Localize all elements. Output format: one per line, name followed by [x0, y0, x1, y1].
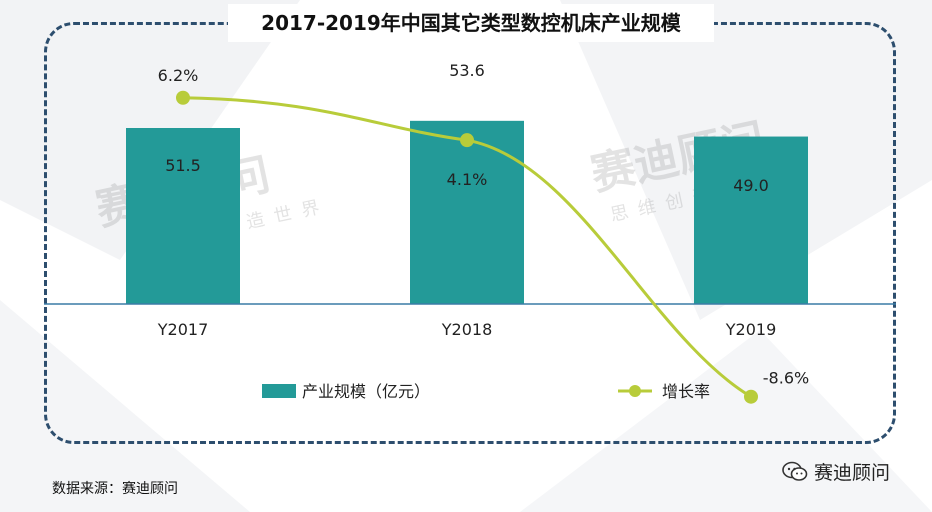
legend: 产业规模（亿元） 增长率 [262, 382, 710, 401]
source-note: 数据来源：赛迪顾问 [52, 481, 178, 497]
growth-point-y2018 [460, 133, 474, 148]
chart-title: 2017-2019年中国其它类型数控机床产业规模 [228, 4, 714, 42]
x-tick-y2017: Y2017 [157, 320, 209, 339]
bar-y2019 [694, 136, 808, 304]
growth-label-y2019: -8.6% [763, 369, 809, 388]
legend-swatch-bar [262, 384, 296, 398]
bar-y2017 [126, 128, 240, 304]
growth-label-y2017: 6.2% [158, 66, 199, 85]
wechat-label: 赛迪顾问 [814, 462, 891, 484]
x-tick-y2019: Y2019 [725, 320, 777, 339]
x-tick-y2018: Y2018 [441, 320, 493, 339]
growth-point-y2019 [744, 389, 758, 404]
bar-label-y2017: 51.5 [165, 156, 201, 175]
growth-line [182, 96, 752, 399]
wechat-icon [782, 461, 808, 481]
legend-label-bar: 产业规模（亿元） [302, 382, 430, 401]
legend-label-line: 增长率 [662, 382, 710, 401]
wechat-badge: 赛迪顾问 [782, 458, 890, 485]
growth-label-y2018: 4.1% [447, 170, 488, 189]
bar-label-y2019: 49.0 [733, 176, 769, 195]
legend-swatch-marker [629, 385, 641, 397]
growth-point-y2017 [176, 90, 190, 105]
bar-label-y2018: 53.6 [449, 61, 485, 80]
bar-y2018 [410, 120, 524, 304]
